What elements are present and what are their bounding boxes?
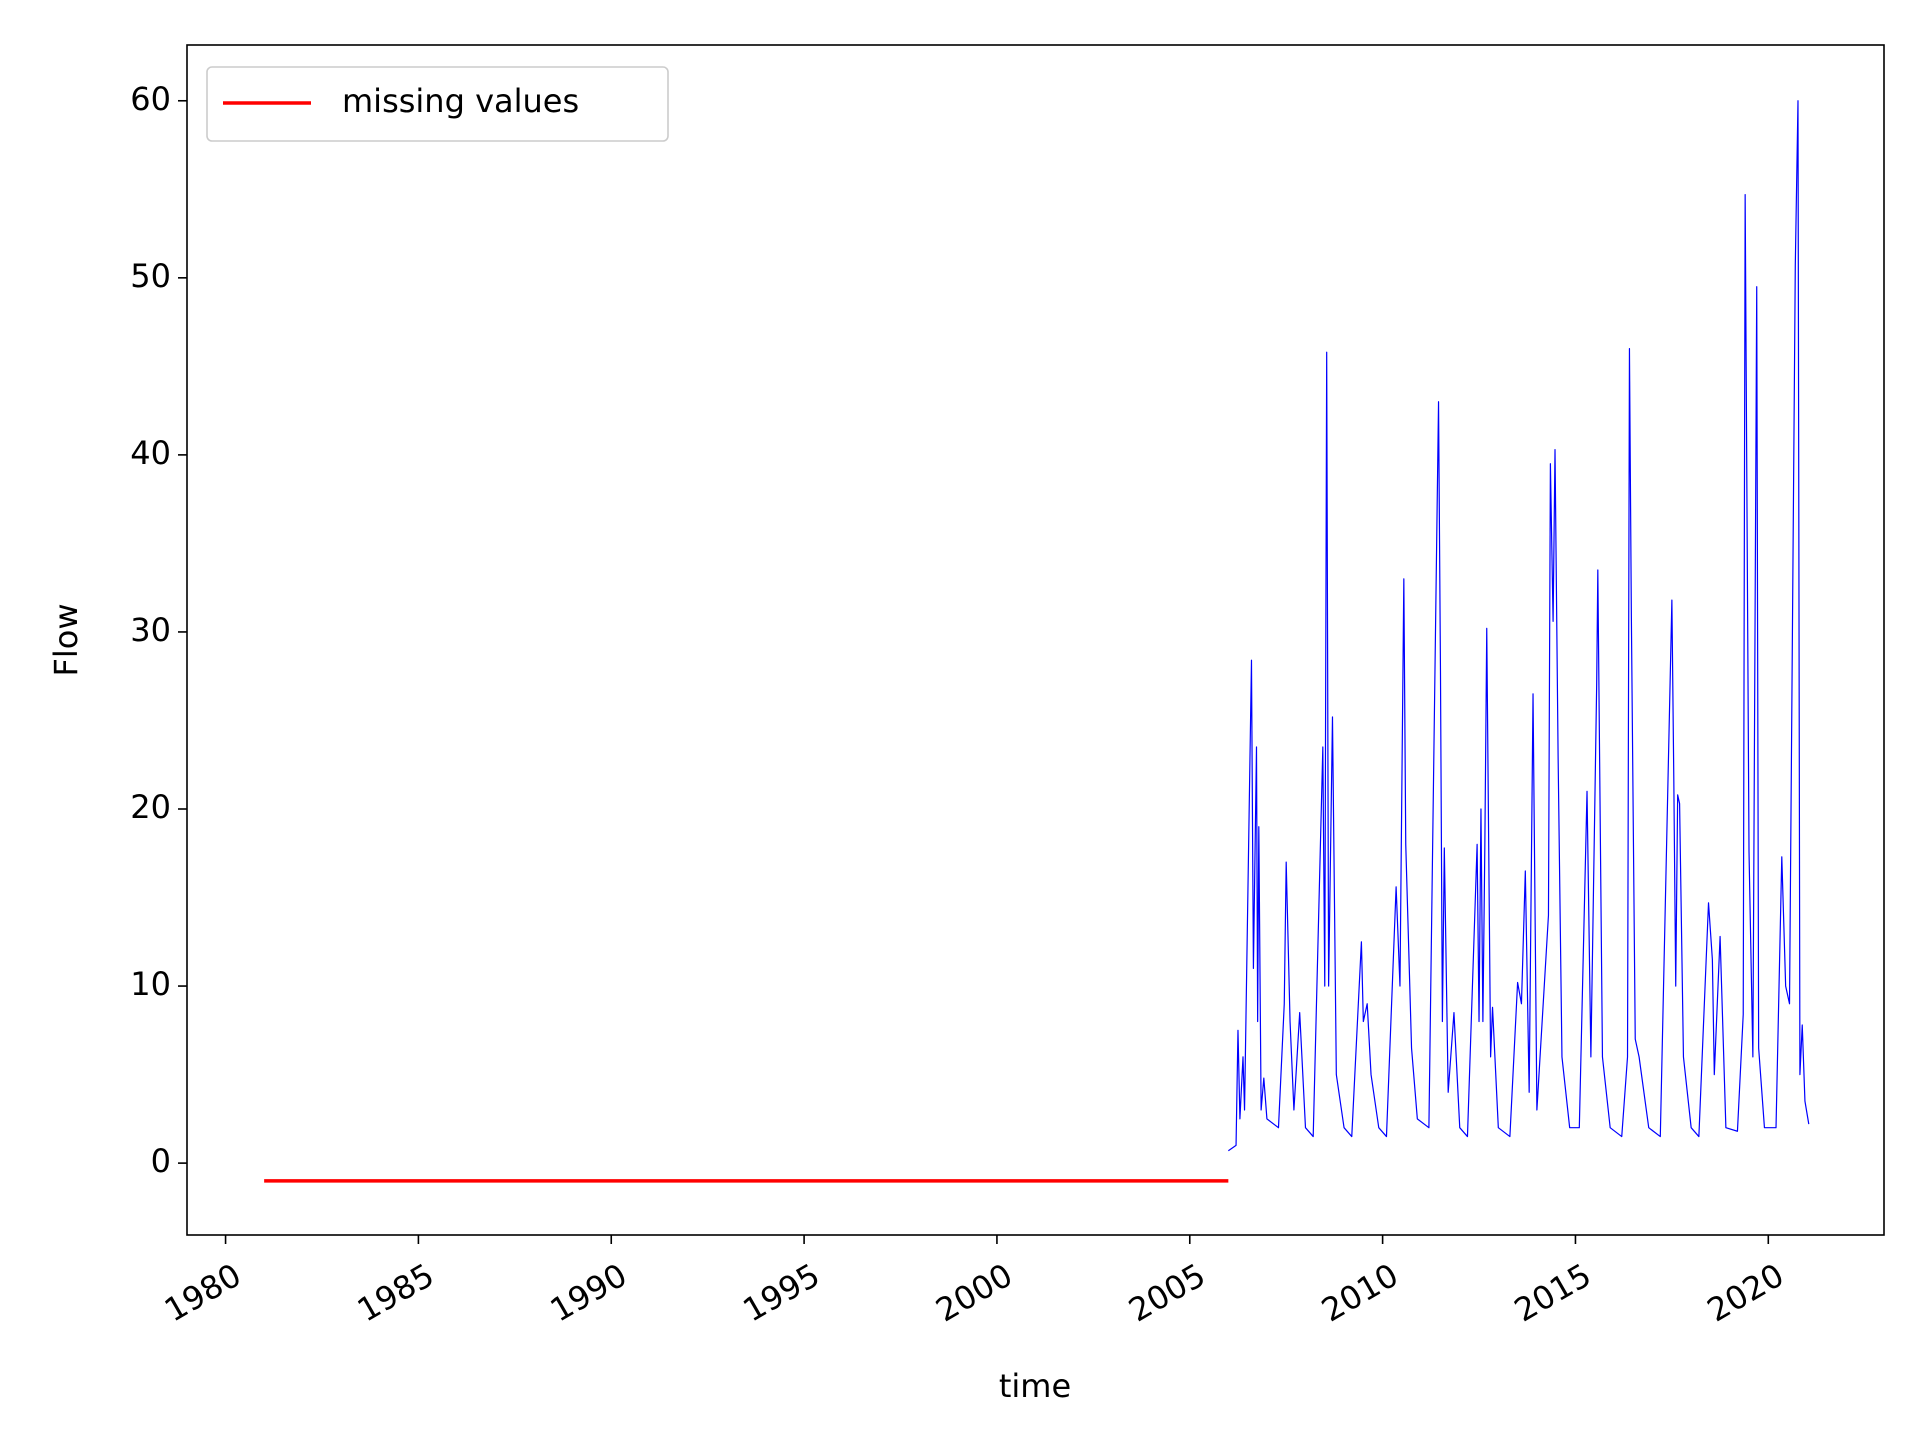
y-tick-label: 10 [130, 965, 171, 1003]
y-tick-label: 60 [130, 80, 171, 118]
y-tick-label: 40 [130, 434, 171, 472]
y-tick-label: 0 [151, 1142, 171, 1180]
plot-area [264, 100, 1810, 1183]
y-tick-label: 20 [130, 788, 171, 826]
legend-label: missing values [342, 82, 579, 120]
legend-box [206, 66, 669, 142]
series-line [1227, 100, 1810, 1152]
x-axis-label: time [999, 1367, 1071, 1405]
y-tick-label: 50 [130, 257, 171, 295]
y-axis-label: Flow [47, 603, 85, 676]
axes-frame [186, 44, 1885, 1236]
y-tick-label: 30 [130, 611, 171, 649]
